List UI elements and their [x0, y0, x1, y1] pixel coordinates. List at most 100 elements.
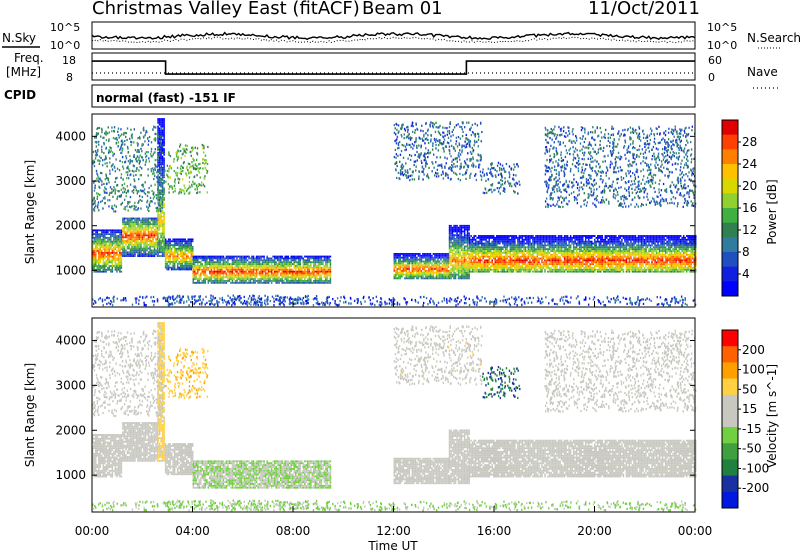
power-cell	[544, 246, 546, 249]
power-cell	[110, 236, 112, 239]
power-cell	[530, 257, 533, 260]
power-cell	[474, 253, 477, 256]
power-cell	[122, 219, 124, 222]
power-cell	[466, 271, 469, 274]
power-cell	[295, 261, 297, 264]
power-cell	[500, 268, 503, 271]
power-cell	[122, 247, 124, 250]
power-cell	[161, 230, 164, 233]
power-cell	[494, 242, 497, 245]
power-cell	[288, 276, 291, 279]
power-cell	[468, 277, 470, 280]
power-cell	[138, 223, 141, 226]
power-cell	[450, 236, 452, 239]
power-cell	[486, 259, 489, 262]
power-cell	[578, 248, 581, 251]
power-cell	[592, 259, 594, 262]
power-cell	[568, 253, 570, 256]
power-cell	[538, 240, 540, 243]
power-cell	[425, 262, 427, 265]
power-cell	[466, 232, 469, 235]
power-cell	[143, 245, 145, 248]
power-cell	[499, 259, 501, 262]
power-cell	[110, 242, 112, 245]
power-cell	[448, 260, 451, 263]
power-cell	[237, 272, 240, 275]
power-cell	[311, 281, 314, 284]
power-cell	[314, 274, 317, 277]
power-cell	[182, 238, 185, 241]
power-cell	[181, 240, 183, 243]
power-cell	[157, 125, 159, 128]
power-cell	[163, 159, 165, 162]
power-cell	[434, 258, 436, 261]
power-cell	[102, 265, 105, 267]
power-cell	[322, 259, 324, 262]
power-cell	[454, 254, 457, 257]
power-cell	[550, 244, 552, 247]
power-cell	[587, 251, 590, 254]
power-cell	[466, 260, 469, 263]
power-cell	[431, 256, 433, 259]
power-cell	[523, 259, 525, 262]
power-cell	[471, 251, 474, 254]
power-cell	[195, 255, 198, 258]
power-cell	[182, 259, 185, 261]
power-cell	[396, 273, 399, 276]
power-cell	[434, 262, 436, 265]
power-cell	[147, 240, 150, 242]
power-cell	[224, 276, 226, 279]
power-cell	[157, 217, 159, 220]
power-cell	[578, 257, 581, 260]
power-cell	[213, 280, 216, 282]
power-cell	[285, 276, 288, 279]
power-cell	[459, 230, 461, 233]
power-cell	[453, 249, 455, 252]
power-cell	[146, 249, 148, 252]
power-cell	[446, 271, 448, 274]
power-cell	[577, 259, 579, 262]
power-cell	[146, 241, 148, 244]
power-cell	[101, 231, 103, 234]
power-cell	[170, 247, 173, 250]
power-cell	[284, 265, 286, 267]
power-cell	[535, 235, 537, 237]
power-cell	[266, 276, 268, 279]
power-cell	[499, 235, 501, 237]
power-cell	[273, 278, 276, 281]
power-cell	[509, 250, 512, 252]
power-cell	[204, 265, 207, 267]
power-cell	[206, 278, 208, 281]
power-cell	[329, 255, 332, 258]
power-cell	[311, 261, 314, 264]
power-cell	[517, 236, 519, 239]
power-cell	[255, 268, 258, 271]
power-cell	[532, 263, 534, 266]
power-cell	[505, 246, 507, 249]
power-cell	[515, 253, 518, 256]
power-cell	[470, 251, 472, 254]
power-cell	[477, 257, 480, 260]
power-cell	[293, 276, 296, 279]
power-cell	[155, 253, 157, 256]
power-cell	[476, 270, 478, 273]
power-cell	[589, 240, 591, 243]
power-cell	[428, 262, 430, 265]
power-cell	[401, 273, 403, 276]
power-cell	[108, 244, 111, 247]
power-cell	[524, 266, 527, 269]
power-cell	[586, 244, 588, 247]
power-cell	[459, 228, 461, 231]
power-cell	[149, 245, 151, 248]
power-cell	[541, 244, 543, 247]
power-cell	[135, 221, 138, 224]
power-cell	[435, 256, 438, 259]
power-cell	[569, 253, 572, 256]
power-cell	[527, 263, 530, 266]
power-cell	[506, 261, 509, 264]
power-cell	[580, 236, 582, 239]
power-cell	[402, 256, 405, 259]
power-cell	[236, 280, 238, 282]
power-cell	[329, 276, 332, 279]
power-cell	[279, 257, 282, 260]
